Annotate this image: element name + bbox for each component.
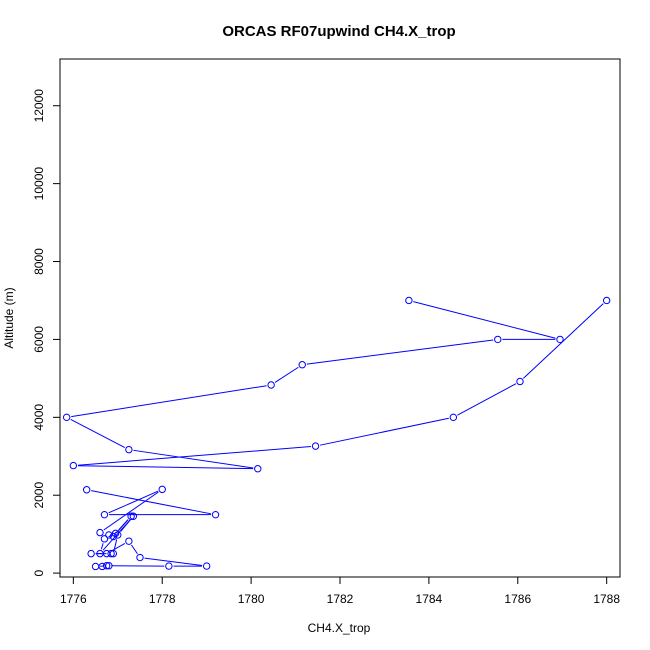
data-point [129,512,138,520]
data-point [105,531,113,539]
data-point [69,461,78,470]
data-point [111,529,120,538]
data-point [556,335,564,344]
series-segment [118,519,129,531]
data-point [127,512,135,520]
data-point [91,562,100,571]
series-segment [100,543,104,550]
data-point [211,510,220,519]
data-point [165,562,173,570]
data-point [96,528,104,537]
data-point [516,377,524,386]
data-point [136,553,144,562]
series-segment [120,519,131,532]
series-segment [319,417,449,446]
y-axis: 0 2000 4000 6000 8000 10000 12000 [32,89,60,576]
x-tick-label: 1782 [327,592,354,606]
x-axis-label: CH4.X_trop [308,621,371,635]
y-tick-label: 0 [32,569,46,576]
data-point [102,549,111,558]
data-point [114,531,122,539]
y-tick-label: 8000 [32,248,46,275]
data-point [87,549,95,558]
series-segment [306,339,494,365]
y-axis-label: Altitude (m) [2,287,16,348]
series-segment [77,465,254,470]
y-tick-label: 6000 [32,326,46,353]
series-segment [274,366,299,383]
series-layer [62,296,611,571]
series-segment [133,449,254,469]
data-point [102,562,111,570]
data-point [82,486,91,494]
data-point [267,381,275,389]
series-segment [71,385,267,418]
data-point [125,445,133,454]
data-point [298,361,306,369]
y-tick-label: 12000 [32,89,46,123]
data-point [158,485,166,494]
data-point [494,335,502,344]
data-point [449,413,458,422]
series-segment [131,544,138,555]
series-segment [91,490,212,515]
data-point [405,296,413,305]
x-tick-label: 1788 [593,592,620,606]
data-point [311,442,320,450]
series-segment [413,301,556,339]
series-segment [113,539,118,550]
series-1 [62,296,611,473]
data-point [202,562,211,570]
series-segment [77,446,312,466]
y-tick-label: 4000 [32,404,46,431]
x-tick-label: 1778 [149,592,176,606]
data-point [107,549,115,558]
series-segment [70,418,126,448]
data-point [98,562,106,571]
data-point [100,510,109,519]
plot-frame [59,58,621,578]
series-2 [82,485,220,571]
data-point [100,535,109,543]
data-point [254,465,262,473]
x-axis: 1776 1778 1780 1782 1784 1786 1788 [60,577,620,606]
y-tick-label: 10000 [32,167,46,201]
y-tick-label: 2000 [32,482,46,509]
series-segment [108,490,159,514]
data-point [62,413,71,422]
x-tick-label: 1786 [504,592,531,606]
data-point [602,296,611,305]
chart-title: ORCAS RF07upwind CH4.X_trop [222,23,455,40]
x-tick-label: 1780 [238,592,265,606]
x-tick-label: 1776 [60,592,87,606]
data-point [125,537,133,545]
series-segment [144,557,203,567]
x-tick-label: 1784 [416,592,443,606]
series-segment [457,383,517,416]
series-segment [103,491,159,531]
